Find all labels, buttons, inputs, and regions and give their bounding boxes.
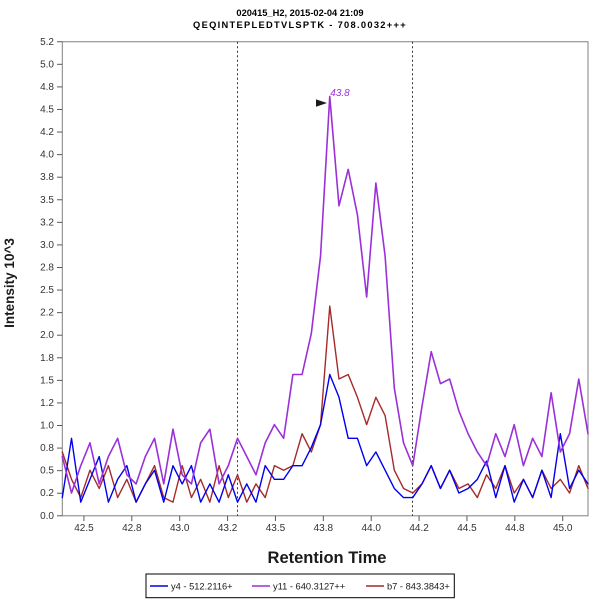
svg-text:43.5: 43.5	[266, 523, 286, 534]
svg-text:1.5: 1.5	[40, 375, 54, 386]
svg-text:y4 - 512.2116+: y4 - 512.2116+	[171, 581, 233, 591]
svg-text:1.0: 1.0	[40, 421, 54, 432]
svg-text:QEQINTEPLEDTVLSPTK - 708.0032+: QEQINTEPLEDTVLSPTK - 708.0032+++	[193, 20, 407, 30]
svg-text:3.0: 3.0	[40, 240, 54, 251]
svg-text:2.0: 2.0	[40, 330, 54, 341]
svg-text:43.0: 43.0	[170, 523, 190, 534]
svg-text:Intensity 10^3: Intensity 10^3	[2, 238, 17, 328]
svg-text:42.5: 42.5	[74, 523, 94, 534]
svg-text:44.5: 44.5	[457, 523, 477, 534]
svg-text:0.8: 0.8	[40, 443, 54, 454]
svg-text:4.8: 4.8	[40, 82, 54, 93]
svg-text:44.8: 44.8	[505, 523, 525, 534]
svg-text:0.2: 0.2	[40, 488, 54, 499]
svg-text:2.2: 2.2	[40, 308, 54, 319]
svg-text:42.8: 42.8	[122, 523, 142, 534]
svg-text:5.2: 5.2	[40, 37, 54, 48]
svg-text:44.0: 44.0	[361, 523, 381, 534]
svg-text:1.2: 1.2	[40, 398, 54, 409]
svg-text:0.0: 0.0	[40, 511, 54, 522]
svg-text:2.8: 2.8	[40, 262, 54, 273]
svg-text:5.0: 5.0	[40, 59, 54, 70]
svg-text:020415_H2, 2015-02-04 21:09: 020415_H2, 2015-02-04 21:09	[236, 8, 363, 18]
svg-text:4.0: 4.0	[40, 150, 54, 161]
svg-text:3.8: 3.8	[40, 172, 54, 183]
svg-text:b7 - 843.3843+: b7 - 843.3843+	[387, 581, 450, 591]
svg-text:3.2: 3.2	[40, 217, 54, 228]
svg-text:44.2: 44.2	[409, 523, 429, 534]
svg-text:45.0: 45.0	[553, 523, 573, 534]
svg-text:43.8: 43.8	[330, 88, 350, 99]
svg-text:4.2: 4.2	[40, 127, 54, 138]
svg-text:3.5: 3.5	[40, 195, 54, 206]
svg-text:4.5: 4.5	[40, 104, 54, 115]
svg-text:43.2: 43.2	[218, 523, 238, 534]
svg-text:1.8: 1.8	[40, 353, 54, 364]
svg-text:y11 - 640.3127++: y11 - 640.3127++	[273, 581, 345, 591]
svg-text:43.8: 43.8	[314, 523, 334, 534]
svg-text:Retention Time: Retention Time	[268, 549, 387, 567]
svg-text:0.5: 0.5	[40, 466, 54, 477]
svg-text:2.5: 2.5	[40, 285, 54, 296]
